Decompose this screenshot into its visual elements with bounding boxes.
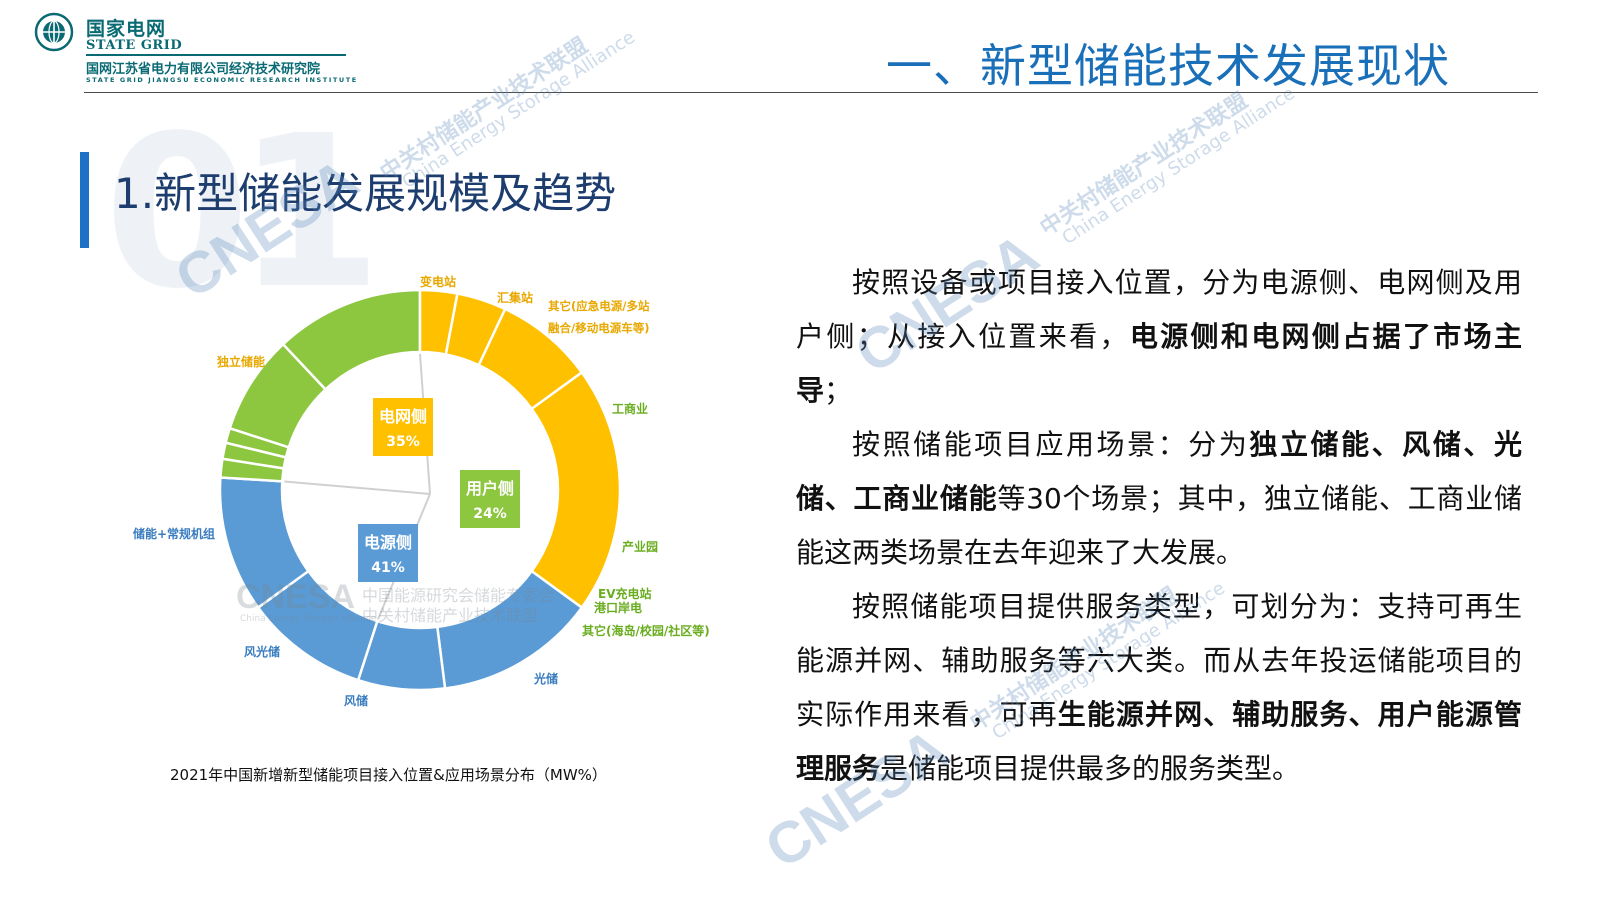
inner-value-0: 35% [386, 434, 420, 450]
logo-cn-text: 国家电网 [86, 18, 167, 40]
state-grid-emblem-icon [34, 12, 74, 52]
header-divider [84, 92, 1538, 93]
storage-distribution-donut-chart: 电网侧 35% 用户侧 24% 电源侧 41% 变电站汇集站其它(应急电源/多站融合/移动电… [133, 274, 710, 708]
outer-label-2: 其它(应急电源/多站融合/移动电源车等) [548, 299, 650, 335]
paragraph-service-type: 按照储能项目提供服务类型，可划分为：支持可再生能源并网、辅助服务等六大类。而从去… [796, 590, 1522, 785]
logo-en-text: STATE GRID [86, 38, 183, 53]
inner-label-box-2 [358, 524, 418, 582]
outer-label-12: 独立储能 [216, 354, 265, 369]
page-title: 一、新型储能技术发展现状 [886, 39, 1450, 93]
org-divider [86, 54, 346, 56]
inner-label-1: 用户侧 [466, 479, 514, 498]
outer-label-9: 风储 [344, 693, 368, 708]
inner-label-box-1 [460, 470, 520, 528]
outer-segment-12 [356, 619, 447, 692]
section-accent-bar [80, 152, 89, 248]
outer-label-5: EV充电站 [598, 586, 652, 601]
org-name-en: STATE GRID JIANGSU ECONOMIC RESEARCH INS… [86, 76, 358, 84]
outer-label-6: 港口岸电 [594, 600, 642, 615]
section-number-watermark: 01 [104, 90, 382, 335]
alliance-watermark-en-2: China Energy Storage Alliance [1058, 82, 1299, 250]
inner-value-1: 24% [473, 506, 507, 522]
inner-disc [284, 354, 556, 626]
inner-value-2: 41% [371, 560, 405, 576]
paragraph-access-location: 按照设备或项目接入位置，分为电源侧、电网侧及用户侧；从接入位置来看，电源侧和电网… [796, 266, 1522, 407]
outer-label-4: 产业园 [622, 539, 658, 554]
inner-label-0: 电网侧 [379, 407, 427, 426]
outer-label-10: 风光储 [244, 644, 280, 659]
outer-label-8: 光储 [533, 671, 558, 686]
outer-label-11: 储能+常规机组 [133, 526, 215, 541]
inner-divider-1 [284, 480, 431, 495]
paragraph-application-scenario: 按照储能项目应用场景：分为独立储能、风储、光储、工商业储能等30个场景；其中，独… [796, 428, 1522, 569]
inner-label-2: 电源侧 [364, 533, 412, 552]
alliance-watermark-cn-2: 中关村储能产业技术联盟 [1035, 88, 1253, 242]
outer-label-7: 其它(海岛/校园/社区等) [582, 623, 710, 638]
outer-label-3: 工商业 [612, 401, 648, 416]
org-name-cn: 国网江苏省电力有限公司经济技术研究院 [86, 62, 321, 77]
section-title: 1.新型储能发展规模及趋势 [114, 169, 617, 218]
outer-label-1: 汇集站 [497, 290, 533, 305]
outer-label-0: 变电站 [420, 274, 456, 289]
body-text: 按照设备或项目接入位置，分为电源侧、电网侧及用户侧；从接入位置来看，电源侧和电网… [796, 256, 1522, 796]
inner-label-box-0 [373, 398, 433, 456]
chart-caption: 2021年中国新增新型储能项目接入位置&应用场景分布（MW%） [170, 766, 607, 784]
